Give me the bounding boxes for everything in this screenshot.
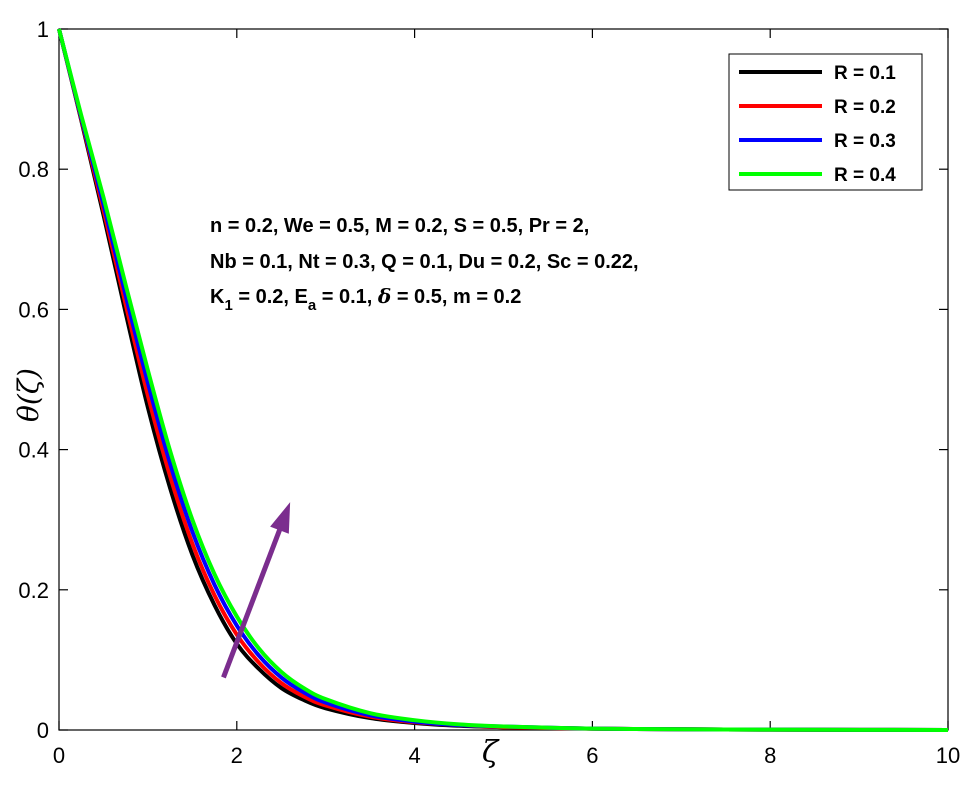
- y-axis-title: θ(ζ): [12, 368, 45, 422]
- y-tick-label: 0.4: [18, 438, 49, 463]
- series-line-r-0-4: [57, 28, 949, 732]
- x-tick-label: 8: [764, 743, 776, 768]
- y-tick-label: 0.2: [18, 578, 49, 603]
- ea-value: = 0.1,: [316, 286, 378, 308]
- x-axis-title: ζ: [482, 735, 500, 770]
- legend: R = 0.1 R = 0.2 R = 0.3 R = 0.4: [728, 53, 923, 191]
- delta-symbol: δ: [377, 284, 391, 308]
- annotation-rest: = 0.5, m = 0.2: [391, 286, 521, 308]
- k1-value: = 0.2,: [233, 286, 295, 308]
- legend-label-r-0-2: R = 0.2: [834, 97, 896, 118]
- annotation-line-3: K1 = 0.2, Ea = 0.1, δ = 0.5, m = 0.2: [210, 284, 521, 314]
- y-tick-label: 0.6: [18, 297, 49, 322]
- k1-subscript: 1: [224, 297, 232, 314]
- legend-box: [728, 53, 923, 191]
- parameter-annotation: n = 0.2, We = 0.5, M = 0.2, S = 0.5, Pr …: [210, 215, 639, 314]
- trend-arrow-head: [270, 502, 291, 534]
- k1-base: K: [210, 286, 225, 308]
- y-tick-label: 0.8: [18, 157, 49, 182]
- ea-subscript: a: [308, 297, 317, 314]
- ea-base: E: [295, 286, 308, 308]
- x-tick-label: 2: [231, 743, 243, 768]
- annotation-line-1: n = 0.2, We = 0.5, M = 0.2, S = 0.5, Pr …: [210, 215, 589, 237]
- x-tick-label: 6: [586, 743, 598, 768]
- x-tick-label: 0: [53, 743, 65, 768]
- y-tick-label: 0: [37, 718, 49, 743]
- trend-arrow-shaft: [221, 527, 283, 679]
- legend-label-r-0-4: R = 0.4: [834, 165, 896, 186]
- x-tick-label: 10: [936, 743, 960, 768]
- legend-label-r-0-1: R = 0.1: [834, 63, 896, 84]
- annotation-line-2: Nb = 0.1, Nt = 0.3, Q = 0.1, Du = 0.2, S…: [210, 251, 639, 273]
- legend-label-r-0-3: R = 0.3: [834, 131, 896, 152]
- y-tick-label: 1: [37, 17, 49, 42]
- x-tick-label: 4: [408, 743, 420, 768]
- trend-arrow: [221, 502, 291, 679]
- series-lines: [57, 28, 949, 732]
